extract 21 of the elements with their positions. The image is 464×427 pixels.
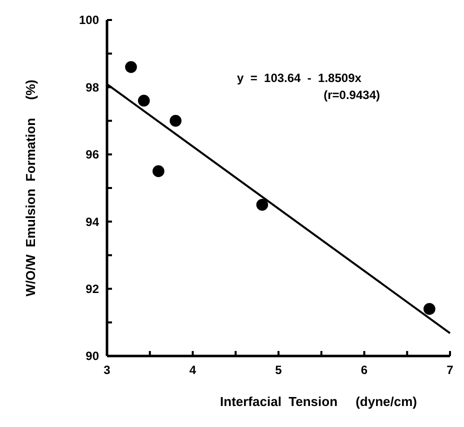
x-tick-label: 5 [275, 363, 282, 377]
point [424, 303, 436, 315]
y-tick-label: 90 [86, 349, 100, 364]
point [152, 165, 164, 178]
annotation: (r=0.9434) [324, 88, 380, 102]
x-axis-title: Interfacial Tension (dyne/cm) [220, 394, 417, 409]
y-tick-label: 98 [86, 80, 100, 94]
y-tick-label: 96 [86, 148, 100, 162]
y-tick-label: 94 [86, 214, 100, 229]
y-tick-label: 92 [86, 282, 100, 296]
y-tick-label: 100 [78, 13, 100, 28]
point [170, 114, 182, 127]
annotation: y = 103.64 - 1.8509x [237, 71, 362, 85]
point [138, 94, 150, 107]
x-tick-label: 3 [104, 363, 111, 377]
x-tick-label: 7 [446, 363, 454, 377]
y-axis-title: W/O/W Emulsion Formation (%) [23, 80, 38, 296]
x-tick-label: 4 [189, 363, 196, 377]
point [256, 198, 268, 211]
point [125, 61, 137, 73]
x-tick-label: 6 [360, 363, 368, 377]
